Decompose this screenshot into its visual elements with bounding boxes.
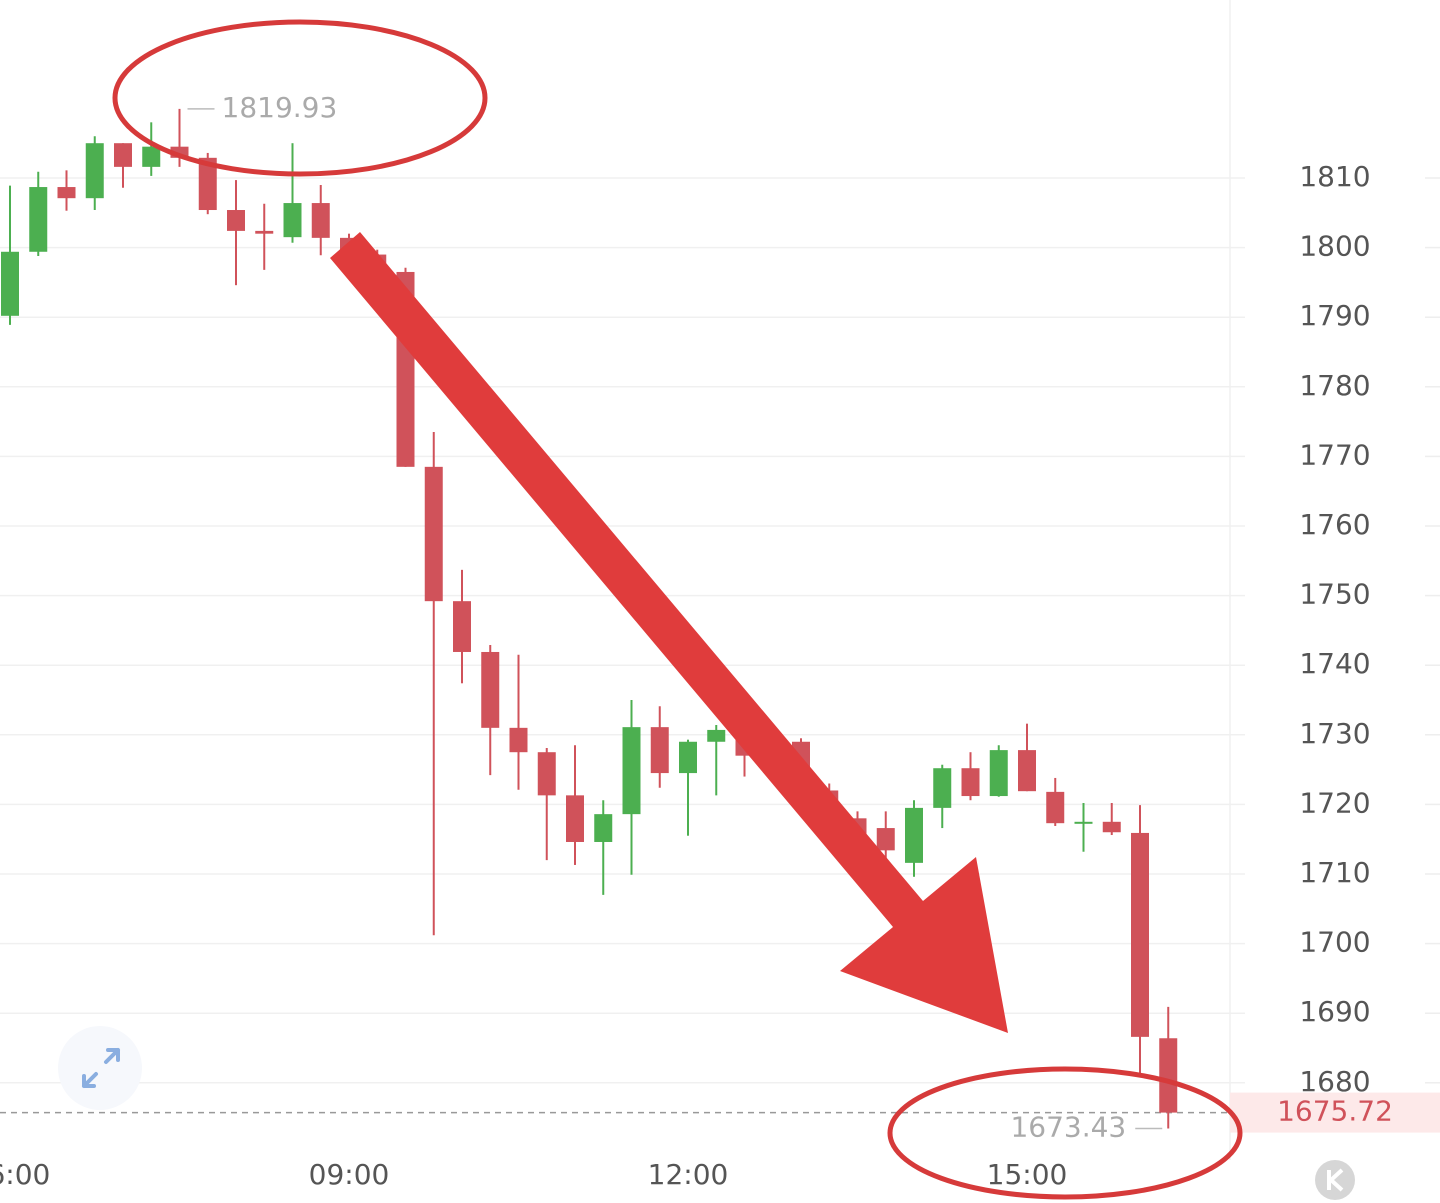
candle-body [29,187,48,252]
candle-body [650,727,669,774]
y-tick-label: 1780 [1299,369,1370,402]
candle-body [424,466,443,602]
k-icon [1327,1168,1344,1192]
highlight-ellipse [112,19,488,177]
high-label: 1819.93 [222,91,338,124]
candle-body [1046,791,1065,824]
candle-body [481,651,500,728]
k-button-bg[interactable] [1315,1160,1355,1200]
candle-body [85,143,104,199]
candle-body [961,768,980,797]
arrow [330,232,1008,1033]
candle-body [679,741,697,774]
candle-body [594,814,613,842]
candle-body [311,203,330,238]
k-button[interactable] [1315,1160,1355,1200]
y-tick-label: 1720 [1299,786,1370,819]
expand-button[interactable] [58,1026,142,1110]
candle-body [170,146,189,158]
last-price-tag [1230,1092,1440,1133]
candle-body [453,601,471,652]
y-tick-label: 1740 [1299,647,1370,680]
last-price-label: 1675.72 [1277,1095,1393,1128]
candle-body [1102,821,1121,833]
annotation-arrow [330,232,1008,1033]
candle-body [876,828,895,851]
candle-body [509,727,528,753]
expand-button-bg[interactable] [58,1026,142,1110]
y-tick-label: 1730 [1299,717,1370,750]
candle-body [707,729,726,742]
labels: 1680 1690 1700 1710 1720 1730 1740 1750 1760 1770… [0,91,1440,1191]
y-tick-label: 1800 [1299,230,1370,263]
candle-body [622,727,641,815]
candle-body [989,750,1008,797]
y-tick-label: 1690 [1299,995,1370,1028]
y-tick-label: 1770 [1299,438,1370,471]
candle-body [114,143,132,167]
candle-body [933,768,952,808]
candle-body [142,146,161,167]
candle-body [1018,750,1036,792]
candle-body [566,795,584,842]
candle-body [57,187,76,199]
highlight-ellipse [887,1066,1243,1200]
expand-icon [82,1048,120,1088]
y-tick-label: 1710 [1299,856,1370,889]
candle-body [1074,821,1093,824]
y-tick-label: 1790 [1299,299,1370,332]
candle-body [1,251,19,316]
candle-body [537,752,556,796]
y-tick-label: 1760 [1299,508,1370,541]
low-label: 1673.43 [1010,1111,1126,1144]
y-tick-label: 1750 [1299,578,1370,611]
x-tick-label: 15:00 [987,1158,1068,1191]
y-tick-label: 1810 [1299,160,1370,193]
candle-body [198,157,217,211]
x-tick-label: 09:00 [309,1158,390,1191]
candle-body [1131,832,1149,1037]
candle-body [255,230,274,234]
y-tick-label: 1700 [1299,926,1370,959]
candle-body [283,203,302,238]
y-tick-label: 1680 [1299,1065,1370,1098]
candle-body [905,807,923,863]
candle-body [1159,1038,1178,1113]
candle-body [227,210,245,231]
x-tick-label: 12:00 [648,1158,729,1191]
x-tick-label: 06:00 [0,1158,50,1191]
